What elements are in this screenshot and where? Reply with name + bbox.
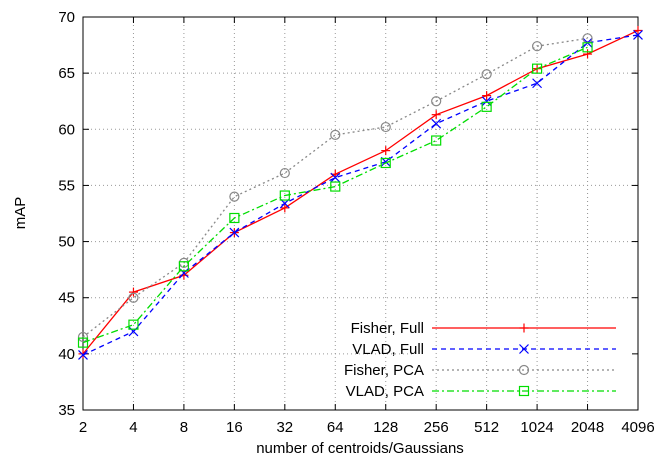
data-point [531, 41, 543, 52]
y-tick-label: 50 [58, 234, 75, 251]
data-point [481, 69, 492, 80]
x-tick-label: 128 [373, 419, 398, 436]
legend-label: Fisher, Full [351, 320, 424, 337]
series-group [77, 25, 643, 360]
legend-label: Fisher, PCA [344, 362, 424, 379]
data-point [178, 261, 190, 272]
legend-label: VLAD, Full [352, 341, 424, 358]
x-tick-label: 512 [474, 419, 499, 436]
x-tick-label: 16 [226, 419, 243, 436]
x-tick-label: 2 [79, 419, 87, 436]
x-axis-label: number of centroids/Gaussians [256, 440, 464, 457]
data-point [482, 91, 492, 101]
x-tick-label: 4 [129, 419, 137, 436]
x-tick-label: 2048 [571, 419, 604, 436]
series-4 [77, 42, 593, 348]
data-point [531, 63, 543, 74]
plot-frame [82, 16, 639, 411]
data-point [582, 42, 593, 53]
legend-entry: Fisher, Full [351, 320, 616, 337]
data-point [381, 146, 391, 156]
y-tick-label: 65 [58, 65, 75, 82]
data-point [229, 227, 240, 238]
data-point [330, 129, 341, 140]
data-point [633, 25, 643, 35]
legend-entry: VLAD, PCA [346, 383, 616, 400]
legend-marker [519, 344, 529, 354]
x-tick-label: 8 [180, 419, 188, 436]
legend-marker [518, 364, 530, 376]
data-point [532, 78, 543, 89]
data-point [330, 181, 341, 192]
data-point [431, 96, 442, 107]
y-tick-label: 70 [58, 9, 75, 26]
data-point [583, 49, 593, 59]
y-tick-label: 45 [58, 290, 75, 307]
series-line [82, 29, 639, 355]
data-point [77, 331, 89, 343]
legend-label: VLAD, PCA [346, 383, 424, 400]
data-point [77, 337, 89, 348]
data-point [279, 167, 290, 179]
series-line [82, 37, 588, 338]
x-tick-label: 256 [424, 419, 449, 436]
data-point [128, 319, 139, 330]
data-point [380, 121, 391, 133]
y-tick-label: 60 [58, 121, 75, 138]
data-point [229, 212, 240, 224]
y-tick-label: 35 [58, 402, 75, 419]
data-point [431, 110, 441, 120]
axis-ticks: 35 40 45 50 55 60 65 70 2 4 8 16 32 64 128 256 512 1024 20… [58, 9, 654, 436]
legend: Fisher, Full VLAD, Full Fisher, PCA VLAD, P… [344, 320, 616, 400]
y-tick-label: 40 [58, 346, 75, 363]
data-point [330, 172, 341, 183]
legend-entry: VLAD, Full [352, 341, 616, 358]
series-2 [78, 30, 643, 360]
y-tick-label: 55 [58, 177, 75, 194]
data-point [431, 118, 442, 129]
data-point [431, 135, 442, 146]
data-point [279, 190, 290, 201]
data-point [128, 292, 139, 303]
series-line [82, 34, 639, 356]
data-point [481, 101, 492, 112]
data-point [128, 326, 139, 337]
data-point [229, 191, 240, 202]
x-tick-label: 32 [276, 419, 293, 436]
data-point [633, 30, 643, 40]
series-line [82, 46, 588, 344]
data-point [78, 350, 88, 360]
data-point [280, 203, 290, 213]
series-1 [78, 25, 643, 359]
x-tick-label: 64 [327, 419, 344, 436]
data-point [128, 287, 138, 297]
y-axis-label: mAP [12, 197, 29, 230]
x-tick-label: 1024 [520, 419, 553, 436]
legend-marker [518, 385, 530, 397]
legend-entry: Fisher, PCA [344, 362, 616, 379]
legend-marker [519, 323, 529, 333]
data-point [380, 157, 391, 169]
x-tick-label: 4096 [621, 419, 654, 436]
series-3 [77, 33, 593, 343]
